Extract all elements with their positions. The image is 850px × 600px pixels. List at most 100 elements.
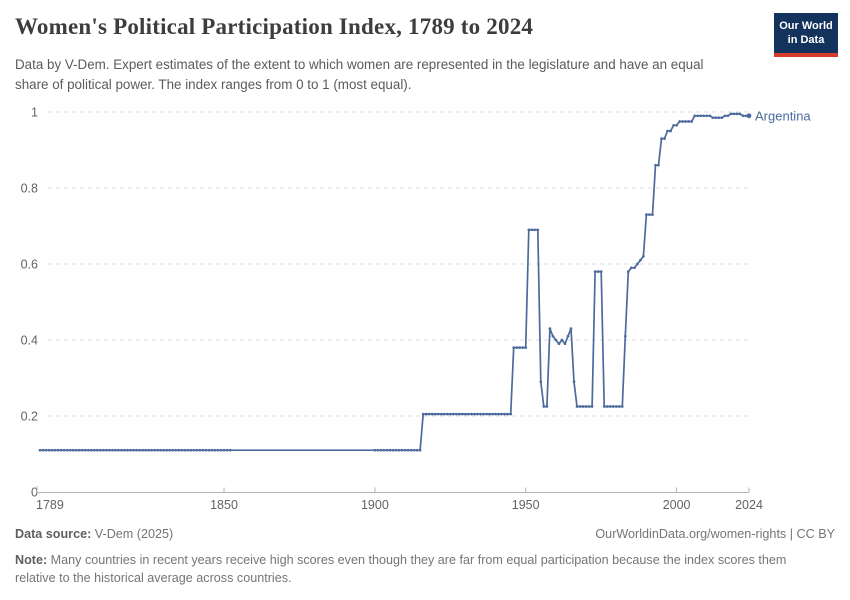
- data-point-marker: [626, 270, 630, 273]
- data-point-marker: [430, 412, 434, 416]
- data-point-marker: [406, 448, 410, 452]
- y-axis-tick-label: 0.6: [21, 258, 38, 272]
- data-point-marker: [222, 448, 226, 452]
- data-point-marker: [47, 448, 51, 452]
- data-point-marker: [491, 412, 494, 416]
- data-point-marker: [566, 334, 570, 338]
- y-axis-tick-label: 0: [31, 486, 38, 500]
- data-point-marker: [442, 412, 446, 416]
- data-point-marker: [50, 448, 54, 452]
- y-axis-tick-label: 0.2: [21, 410, 38, 424]
- series-line-argentina[interactable]: [39, 113, 750, 452]
- data-point-marker: [195, 448, 199, 452]
- data-point-marker: [518, 346, 522, 349]
- data-point-marker: [705, 114, 709, 118]
- y-axis-tick-label: 1: [31, 106, 38, 120]
- data-point-marker: [669, 129, 672, 133]
- data-point-marker: [144, 448, 147, 452]
- data-point-marker: [620, 405, 624, 408]
- data-point-marker: [174, 448, 178, 452]
- data-point-marker: [687, 120, 691, 123]
- data-point-marker: [213, 448, 217, 452]
- data-point-marker: [171, 448, 175, 452]
- data-point-marker: [587, 405, 591, 408]
- data-point-marker: [186, 448, 190, 452]
- data-point-marker: [536, 228, 540, 232]
- data-point-marker: [735, 112, 739, 116]
- data-point-marker: [648, 213, 651, 216]
- data-point-marker: [403, 448, 407, 452]
- x-axis-tick-label: 2000: [663, 498, 691, 512]
- owid-logo-line2: in Data: [787, 34, 825, 47]
- data-point-marker: [684, 120, 687, 123]
- data-point-marker: [397, 448, 401, 452]
- owid-logo[interactable]: Our World in Data: [774, 13, 838, 57]
- data-point-marker: [645, 213, 648, 216]
- data-point-marker: [117, 448, 120, 452]
- data-point-marker: [554, 338, 558, 342]
- data-point-marker: [135, 448, 138, 452]
- data-point-marker: [551, 334, 555, 338]
- data-point-marker: [412, 448, 416, 452]
- data-point-marker: [542, 405, 546, 408]
- data-point-marker: [373, 448, 377, 452]
- data-point-marker: [617, 405, 621, 408]
- data-point-marker: [479, 412, 482, 416]
- data-point-marker: [720, 116, 724, 120]
- data-point-marker: [225, 448, 229, 452]
- data-point-marker: [458, 412, 461, 416]
- chart-note-label: Note:: [15, 553, 48, 567]
- x-axis-tick-label: 1900: [361, 498, 389, 512]
- data-point-marker: [391, 448, 395, 452]
- data-point-marker: [642, 255, 645, 258]
- data-point-marker: [690, 120, 694, 123]
- data-point-marker: [424, 412, 428, 416]
- series-end-label[interactable]: Argentina: [755, 108, 811, 123]
- data-point-marker: [530, 228, 534, 232]
- data-point-marker: [210, 448, 214, 452]
- data-point-marker: [400, 448, 404, 452]
- data-point-marker: [132, 448, 135, 452]
- data-point-marker: [515, 346, 519, 349]
- data-point-marker: [503, 412, 506, 416]
- data-point-marker: [575, 405, 579, 408]
- data-point-marker: [53, 448, 57, 452]
- data-point-marker: [153, 448, 156, 452]
- data-point-marker: [105, 448, 108, 452]
- data-point-marker: [533, 228, 537, 232]
- data-point-marker: [80, 448, 84, 452]
- data-point-marker: [207, 448, 211, 452]
- data-point-marker: [38, 448, 42, 452]
- data-point-marker: [92, 448, 96, 452]
- x-axis-tick-label: 1789: [36, 498, 64, 512]
- data-point-marker: [611, 405, 615, 408]
- data-point-marker: [451, 412, 455, 416]
- license-link[interactable]: OurWorldinData.org/women-rights | CC BY: [595, 527, 835, 541]
- data-point-marker: [159, 448, 163, 452]
- data-point-marker: [89, 448, 93, 452]
- data-point-marker: [560, 338, 564, 342]
- chart-note: Note: Many countries in recent years rec…: [15, 551, 815, 588]
- data-point-marker: [572, 380, 576, 384]
- data-point-marker: [660, 137, 663, 140]
- data-point-marker: [729, 112, 733, 116]
- data-point-marker: [614, 405, 618, 408]
- data-point-marker: [675, 123, 678, 127]
- data-point-marker: [461, 412, 464, 416]
- data-point-marker: [485, 412, 488, 416]
- x-axis-tick-label: 1950: [512, 498, 540, 512]
- data-point-marker: [744, 114, 748, 118]
- x-axis-tick-label: 1850: [210, 498, 238, 512]
- data-point-marker: [123, 448, 126, 452]
- data-point-marker: [590, 405, 594, 408]
- data-point-marker: [388, 448, 392, 452]
- y-axis-tick-label: 0.4: [21, 334, 38, 348]
- data-point-marker: [379, 448, 383, 452]
- chart-title: Women's Political Participation Index, 1…: [15, 14, 534, 39]
- data-point-marker: [693, 114, 697, 118]
- data-point-marker: [464, 412, 467, 416]
- data-point-marker: [102, 448, 105, 452]
- data-source: Data source: V-Dem (2025): [15, 527, 173, 541]
- data-point-marker: [114, 448, 117, 452]
